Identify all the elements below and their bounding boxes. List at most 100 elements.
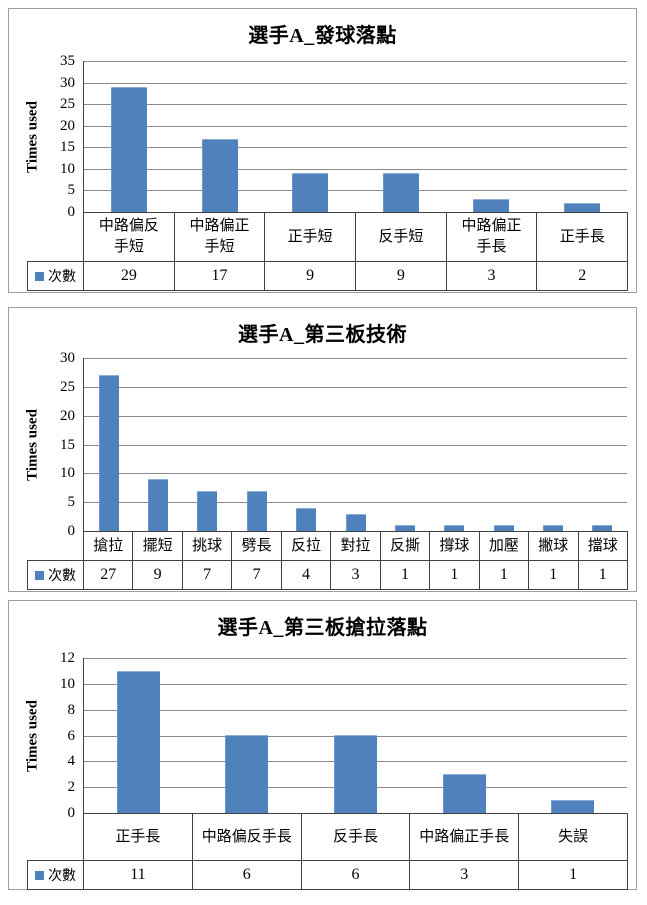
bar-1 xyxy=(99,375,119,531)
category-cell: 中路偏反手長 xyxy=(191,814,301,860)
gridline xyxy=(84,104,627,105)
value-cell: 1 xyxy=(528,561,577,589)
value-cell: 1 xyxy=(379,561,429,589)
legend-marker xyxy=(35,570,44,580)
value-cell: 7 xyxy=(181,561,231,589)
value-cell: 3 xyxy=(409,861,518,889)
y-axis-line xyxy=(83,658,84,813)
y-tick-label: 15 xyxy=(60,437,75,453)
value-cell: 4 xyxy=(280,561,330,589)
category-cell: 正手長 xyxy=(536,213,627,261)
category-cell: 反手長 xyxy=(300,814,410,860)
gridline xyxy=(84,387,627,388)
bar-5 xyxy=(551,800,594,813)
data-table-row: 次數 29 17 9 9 3 2 xyxy=(27,261,628,291)
y-tick-label: 20 xyxy=(60,118,75,134)
y-tick-label: 25 xyxy=(60,96,75,112)
y-tick-label: 5 xyxy=(67,182,76,198)
category-cell: 擋球 xyxy=(577,532,627,560)
category-cell: 撐球 xyxy=(429,532,478,560)
gridline xyxy=(84,190,627,191)
category-cell: 中路偏正手長 xyxy=(445,213,537,261)
category-cell: 反拉 xyxy=(280,532,330,560)
value-cell: 9 xyxy=(264,262,355,290)
y-tick-label: 30 xyxy=(60,75,75,91)
gridline xyxy=(84,169,627,170)
y-tick-label: 4 xyxy=(67,753,76,769)
legend-label: 次數 xyxy=(48,569,76,584)
plot-area xyxy=(83,658,627,813)
bar-8 xyxy=(444,525,464,531)
value-cell: 6 xyxy=(300,861,410,889)
y-tick-label: 35 xyxy=(60,53,75,69)
gridline xyxy=(84,658,627,659)
category-cell: 搶拉 xyxy=(93,537,124,554)
bar-6 xyxy=(564,203,600,212)
y-tick-label: 25 xyxy=(60,379,75,395)
gridline xyxy=(84,710,627,711)
category-cell: 加壓 xyxy=(478,532,528,560)
value-cell: 1 xyxy=(478,561,528,589)
y-tick-label: 10 xyxy=(60,465,75,481)
y-tick-label: 15 xyxy=(60,139,75,155)
category-cell: 正手短 xyxy=(264,213,355,261)
value-cell: 27 xyxy=(83,561,132,589)
value-cell: 1 xyxy=(429,561,478,589)
y-axis-line xyxy=(83,358,84,531)
x-axis-category-row: 正手長 中路偏反手長 反手長 中路偏正手長 失誤 xyxy=(83,813,628,861)
plot-area xyxy=(83,61,627,212)
category-cell: 挑球 xyxy=(181,532,231,560)
gridline xyxy=(84,473,627,474)
gridline xyxy=(84,684,627,685)
category-cell: 失誤 xyxy=(518,814,627,860)
bar-3 xyxy=(292,173,328,212)
data-table-row: 次數 27 9 7 7 4 3 1 1 1 1 1 xyxy=(27,560,628,590)
value-cell: 9 xyxy=(132,561,181,589)
y-tick-label: 30 xyxy=(60,350,75,366)
y-tick-label: 6 xyxy=(67,728,76,744)
gridline xyxy=(84,445,627,446)
bar-5 xyxy=(296,508,316,531)
chart-box-third-ball-technique: 選手A_第三板技術 Times used 搶拉 擺短 挑球 劈長 反拉 對拉 反撕 撐球 加壓撇… xyxy=(8,307,637,592)
gridline xyxy=(84,358,627,359)
y-tick-label: 2 xyxy=(67,779,76,795)
category-cell: 正手長 xyxy=(115,828,161,845)
value-cell: 3 xyxy=(330,561,379,589)
y-tick-label: 0 xyxy=(67,805,76,821)
bar-5 xyxy=(473,199,509,212)
category-cell: 中路偏正手短 xyxy=(173,213,265,261)
value-cell: 1 xyxy=(518,861,627,889)
category-cell: 中路偏正手長 xyxy=(409,814,518,860)
chart-box-third-ball-attack-placement: 選手A_第三板搶拉落點 Times used 正手長 中路偏反手長 反手長 中路偏正手… xyxy=(8,600,637,890)
legend-label: 次數 xyxy=(48,270,76,285)
y-tick-label: 20 xyxy=(60,408,75,424)
legend-label: 次數 xyxy=(48,869,76,884)
value-cell: 6 xyxy=(191,861,301,889)
value-cell: 29 xyxy=(83,262,174,290)
bar-1 xyxy=(117,671,160,813)
y-tick-label: 0 xyxy=(67,523,76,539)
chart-title: 選手A_第三板技術 xyxy=(238,324,407,346)
bar-2 xyxy=(148,479,168,531)
bar-4 xyxy=(443,774,486,813)
bar-4 xyxy=(383,173,419,212)
x-axis-category-row: 中路偏反手短 中路偏正手短 正手短 反手短 中路偏正手長 正手長 xyxy=(83,212,628,262)
gridline xyxy=(84,83,627,84)
gridline xyxy=(84,126,627,127)
category-cell: 中路偏反手短 xyxy=(98,218,159,255)
category-cell: 撇球 xyxy=(528,532,577,560)
value-cell: 11 xyxy=(83,861,192,889)
bar-11 xyxy=(592,525,612,531)
bar-4 xyxy=(247,491,267,531)
category-cell: 反手短 xyxy=(355,213,446,261)
chart-title: 選手A_發球落點 xyxy=(248,25,397,47)
value-cell: 17 xyxy=(173,262,265,290)
value-cell: 3 xyxy=(445,262,537,290)
value-cell: 2 xyxy=(536,262,627,290)
category-cell: 擺短 xyxy=(132,532,181,560)
gridline xyxy=(84,61,627,62)
y-axis-line xyxy=(83,61,84,212)
y-tick-label: 5 xyxy=(67,494,76,510)
category-cell: 對拉 xyxy=(330,532,379,560)
y-tick-label: 10 xyxy=(60,676,75,692)
